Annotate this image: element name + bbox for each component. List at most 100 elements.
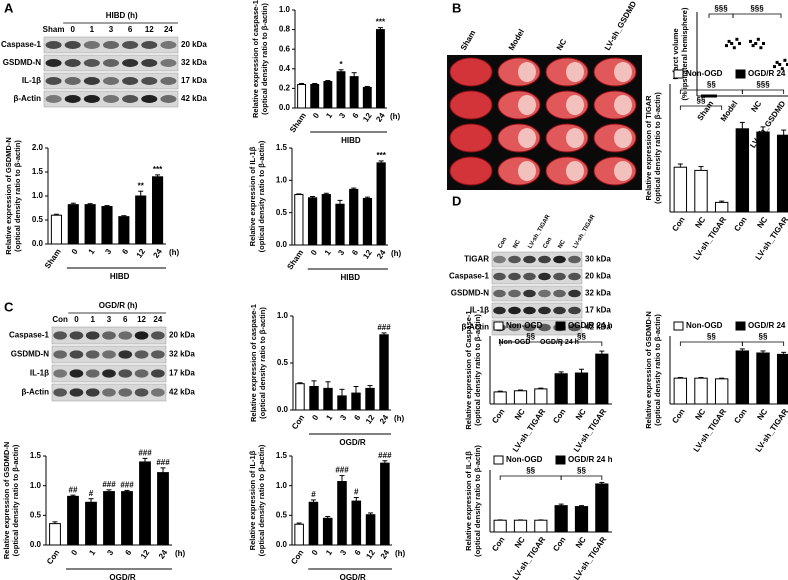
y-tick-label: 0.5 xyxy=(277,358,289,367)
brain-slice xyxy=(449,57,493,87)
bar xyxy=(365,514,376,546)
x-tick-label: Con xyxy=(732,215,748,233)
significance: ### xyxy=(335,466,349,475)
y-tick-label: 0.8 xyxy=(279,25,291,34)
bar xyxy=(118,216,130,245)
brain-slice xyxy=(449,156,493,186)
x-tick-label: 1 xyxy=(87,247,97,256)
bar xyxy=(336,71,346,109)
panel-label: D xyxy=(452,193,461,208)
bracket xyxy=(679,89,743,94)
blot-band xyxy=(122,41,139,49)
band-size: 42 kDa xyxy=(169,388,195,397)
x-tick-label: 1 xyxy=(324,413,334,422)
significance: *** xyxy=(376,18,386,27)
bar xyxy=(673,166,688,213)
x-tick-label: 1 xyxy=(87,548,97,557)
blot-band xyxy=(493,272,506,281)
bar xyxy=(776,353,788,405)
x-tick-label: 3 xyxy=(337,111,347,120)
significance: *** xyxy=(376,151,386,160)
bar xyxy=(309,386,319,411)
blot-band xyxy=(493,289,506,298)
significance: ### xyxy=(102,480,116,489)
point xyxy=(730,42,734,45)
band-size: 42 kDa xyxy=(181,94,207,103)
x-tick-label: 3 xyxy=(338,548,348,557)
point xyxy=(727,39,731,43)
blot-band xyxy=(160,41,177,49)
lane-label: Con xyxy=(497,236,508,249)
bracket xyxy=(708,13,734,18)
infarct xyxy=(614,62,632,82)
lane-label: 0 xyxy=(70,25,75,34)
y-tick-label: 0.5 xyxy=(30,510,42,519)
point xyxy=(711,94,715,98)
significance: ### xyxy=(120,481,134,490)
band-size: 30 kDa xyxy=(585,255,611,264)
legend-label: Non-OGD xyxy=(506,455,543,464)
y-axis-title: Relative expression of GSDMD-N xyxy=(4,137,13,255)
lane-label: 12 xyxy=(137,315,146,324)
x-tick-label: 6 xyxy=(353,548,363,557)
lane-label: 12 xyxy=(145,25,154,34)
y-tick-label: 0.0 xyxy=(279,103,291,112)
legend-label: OGD/R 24 h xyxy=(568,321,613,330)
y-tick-label: 0.0 xyxy=(30,540,42,549)
panel-label: B xyxy=(452,0,461,15)
bar xyxy=(295,383,305,411)
blot-band xyxy=(118,350,133,359)
x-tick-label: 24 xyxy=(374,111,387,124)
x-tick-label: 12 xyxy=(364,548,377,561)
blot-band xyxy=(508,323,521,332)
bar xyxy=(307,197,318,246)
bar xyxy=(595,483,609,533)
bar xyxy=(574,372,589,405)
bracket-label: §§§ xyxy=(756,80,770,89)
bar xyxy=(714,378,729,405)
x-tick-label: NC xyxy=(513,407,527,422)
infarct xyxy=(518,161,536,181)
bar xyxy=(756,131,770,213)
blot-band xyxy=(64,41,81,49)
infarct xyxy=(566,95,584,115)
blot-band xyxy=(118,369,133,378)
blot-band xyxy=(538,255,551,264)
bar xyxy=(349,188,359,246)
bar xyxy=(554,373,568,405)
bar xyxy=(375,29,385,109)
y-tick-label: 1.0 xyxy=(276,481,288,490)
blot-band xyxy=(102,350,116,359)
x-axis-title: OGD/R xyxy=(340,573,366,580)
x-tick-label: Con xyxy=(732,407,748,425)
y-tick-label: 1.5 xyxy=(30,451,42,460)
point xyxy=(708,94,712,98)
x-tick-label: 24 xyxy=(157,548,170,561)
significance: ### xyxy=(138,448,152,457)
bracket-label: §§ xyxy=(697,96,706,105)
bar xyxy=(513,390,528,405)
x-tick-label: NC xyxy=(693,215,707,230)
legend-swatch xyxy=(735,69,746,79)
lane-label: 6 xyxy=(128,25,133,34)
infarct xyxy=(566,128,584,148)
blot-band xyxy=(141,59,158,67)
y-tick-label: 0.0 xyxy=(32,239,44,248)
blot-band xyxy=(160,95,177,103)
y-axis-title: Relative expression of IL-1β xyxy=(248,450,257,550)
lane-label: 24 xyxy=(153,315,162,324)
y-axis-title: Relative expression of Caspase-1 xyxy=(464,310,473,429)
lane-label: 3 xyxy=(109,25,114,34)
bar xyxy=(574,506,589,533)
x-tick-label: 0 xyxy=(70,247,80,256)
protein-label: Caspase-1 xyxy=(449,272,490,281)
blot-band xyxy=(538,289,551,298)
infarct xyxy=(518,128,536,148)
bar xyxy=(84,204,96,245)
y-axis-title: Relative expression of caspase-1 xyxy=(249,304,258,422)
blot-band xyxy=(45,95,62,103)
point xyxy=(780,67,784,71)
y-tick-label: 1.0 xyxy=(30,481,42,490)
brain-group-label: NC xyxy=(555,37,569,52)
x-tick-label: 3 xyxy=(103,247,113,256)
